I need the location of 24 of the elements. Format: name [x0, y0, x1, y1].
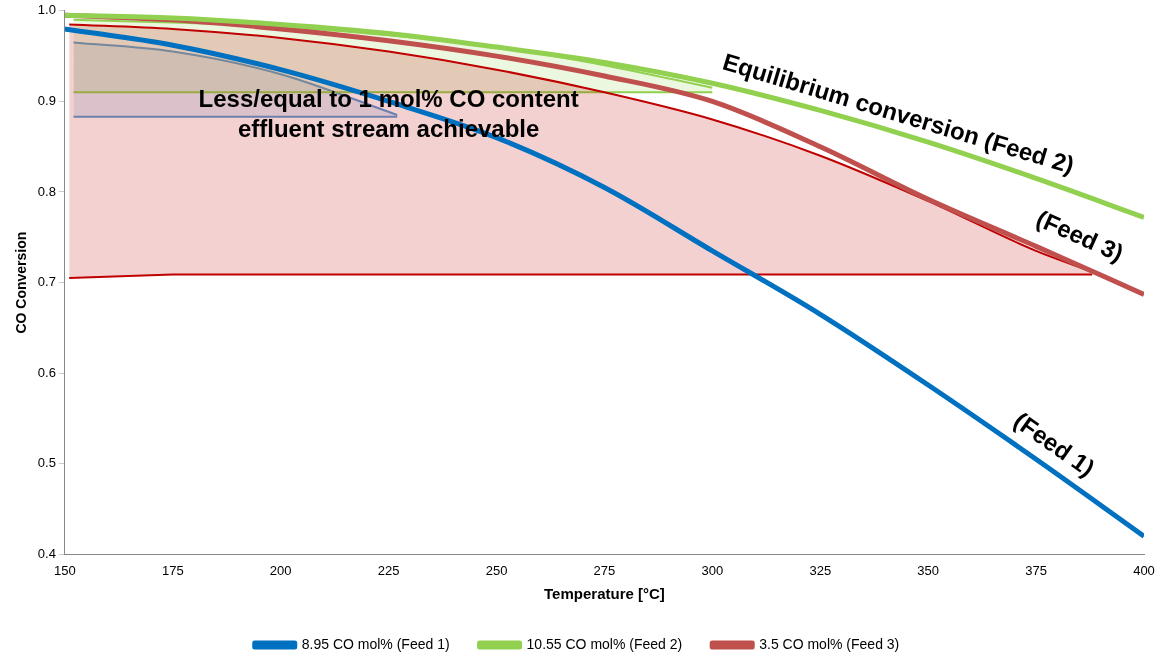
y-tick-label: 0.9	[37, 92, 56, 108]
y-tick-label: 0.7	[37, 274, 56, 290]
annotation: (Feed 3)	[1032, 204, 1128, 267]
legend-label: 10.55 CO mol% (Feed 2)	[526, 635, 683, 652]
x-tick-label: 375	[1025, 562, 1047, 578]
y-tick-label: 0.8	[37, 183, 56, 199]
y-tick-label: 0.5	[37, 455, 56, 471]
y-tick-label: 0.4	[37, 545, 56, 561]
x-tick-label: 350	[917, 562, 940, 578]
x-axis-title: Temperature [°C]	[544, 585, 665, 603]
x-tick-label: 225	[377, 562, 400, 578]
x-tick-label: 300	[701, 562, 724, 578]
legend-label: 3.5 CO mol% (Feed 3)	[759, 635, 900, 652]
y-tick-label: 0.6	[37, 364, 56, 380]
y-axis-title: CO Conversion	[13, 231, 30, 334]
x-tick-label: 400	[1133, 562, 1155, 578]
x-tick-label: 250	[485, 562, 508, 578]
y-tick-label: 1.0	[37, 2, 56, 18]
legend-label: 8.95 CO mol% (Feed 1)	[301, 635, 450, 652]
x-tick-label: 275	[593, 562, 616, 578]
x-tick-label: 325	[809, 562, 832, 578]
x-tick-label: 175	[161, 562, 184, 578]
x-tick-label: 200	[269, 562, 292, 578]
x-tick-label: 150	[54, 562, 76, 578]
